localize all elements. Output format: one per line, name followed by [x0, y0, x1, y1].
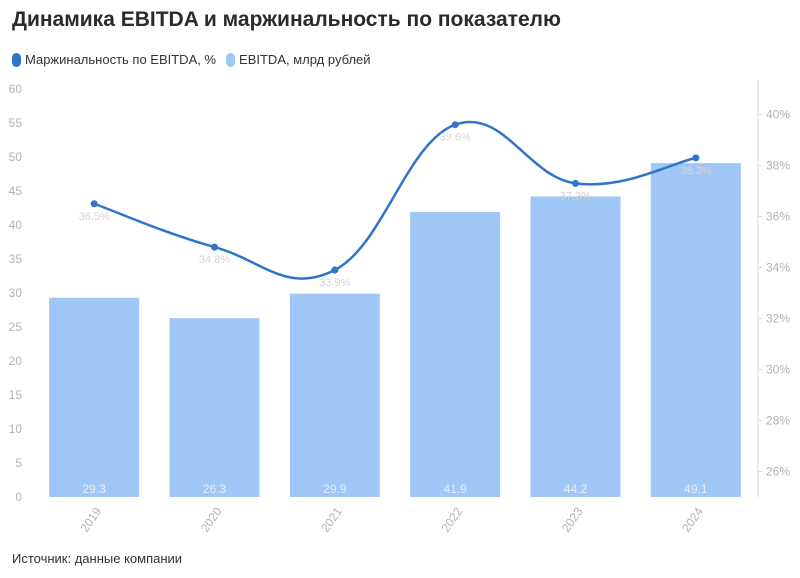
margin-value-label: 38.3%	[680, 165, 711, 177]
y-right-tick-label: 40%	[766, 108, 790, 122]
x-axis: 2019 2020 2021 2022 2023 2024	[77, 504, 706, 534]
y-left-tick-label: 50	[9, 150, 23, 164]
chart-legend: Маржинальность по EBITDA, % EBITDA, млрд…	[12, 52, 371, 67]
margin-value-label: 39.6%	[440, 132, 471, 144]
y-left-tick-label: 35	[9, 252, 23, 266]
x-tick-label: 2020	[198, 504, 225, 534]
y-left-tick-label: 40	[9, 218, 23, 232]
y-left-tick-label: 10	[9, 422, 23, 436]
bar-value-label: 29.9	[323, 482, 347, 496]
y-right-tick-label: 32%	[766, 312, 790, 326]
legend-label-margin: Маржинальность по EBITDA, %	[25, 52, 217, 67]
y-right-tick-label: 28%	[766, 414, 790, 428]
y-right-tick-label: 30%	[766, 363, 790, 377]
margin-value-label: 34.8%	[199, 254, 230, 266]
y-left-tick-label: 25	[9, 320, 23, 334]
margin-point-2022[interactable]	[451, 121, 459, 129]
legend-swatch-ebitda	[226, 52, 236, 67]
y-left-tick-label: 60	[9, 82, 23, 96]
y-axis-right: 26% 28% 30% 32% 34% 36% 38% 40%	[757, 80, 790, 497]
y-left-tick-label: 20	[9, 354, 23, 368]
margin-value-label: 33.9%	[319, 277, 350, 289]
margin-point-2019[interactable]	[90, 200, 98, 208]
y-axis-left: 0 5 10 15 20 25 30 35 40 45 50 55 60	[9, 82, 23, 504]
bar-value-label: 26.3	[203, 482, 227, 496]
bar-2021[interactable]	[289, 293, 380, 497]
bar-2019[interactable]	[49, 297, 140, 497]
bar-2020[interactable]	[169, 318, 260, 497]
bar-2023[interactable]	[530, 196, 621, 497]
margin-line	[93, 120, 697, 280]
bar-2022[interactable]	[410, 212, 501, 497]
y-left-tick-label: 0	[15, 490, 22, 504]
bar-2024[interactable]	[650, 163, 741, 497]
source-note: Источник: данные компании	[12, 551, 183, 566]
bar-value-label: 29.3	[82, 482, 106, 496]
legend-swatch-margin	[12, 52, 21, 67]
chart-title: Динамика EBITDA и маржинальность по пока…	[12, 8, 561, 31]
y-right-tick-label: 26%	[766, 465, 790, 479]
margin-point-2024[interactable]	[692, 154, 700, 162]
y-left-tick-label: 45	[9, 184, 23, 198]
y-left-tick-label: 5	[15, 456, 22, 470]
x-tick-label: 2022	[438, 504, 465, 534]
y-left-tick-label: 55	[9, 116, 23, 130]
margin-point-2020[interactable]	[211, 243, 218, 251]
x-tick-label: 2024	[679, 504, 706, 534]
x-tick-label: 2019	[77, 504, 104, 534]
bar-series: 29.3 26.3 29.9 41.9 44.2 49.1	[49, 163, 741, 497]
legend-item-ebitda[interactable]: EBITDA, млрд рублей	[226, 52, 371, 67]
margin-value-label: 37.3%	[560, 190, 591, 202]
y-right-tick-label: 36%	[766, 210, 790, 224]
y-left-tick-label: 30	[9, 286, 23, 300]
margin-value-label: 36.5%	[79, 211, 110, 223]
bar-value-label: 41.9	[443, 482, 467, 496]
y-right-tick-label: 34%	[766, 261, 790, 275]
bar-value-label: 49.1	[684, 482, 708, 496]
x-tick-label: 2021	[318, 504, 345, 534]
bar-value-label: 44.2	[564, 482, 588, 496]
margin-point-2021[interactable]	[331, 266, 339, 274]
legend-label-ebitda: EBITDA, млрд рублей	[239, 52, 371, 67]
legend-item-margin[interactable]: Маржинальность по EBITDA, %	[12, 52, 216, 67]
line-series: 36.5% 34.8% 33.9% 39.6% 37.3% 38.3%	[79, 120, 712, 289]
y-left-tick-label: 15	[9, 388, 23, 402]
y-right-tick-label: 38%	[766, 159, 790, 173]
margin-point-2023[interactable]	[572, 179, 579, 187]
x-tick-label: 2023	[559, 504, 586, 534]
